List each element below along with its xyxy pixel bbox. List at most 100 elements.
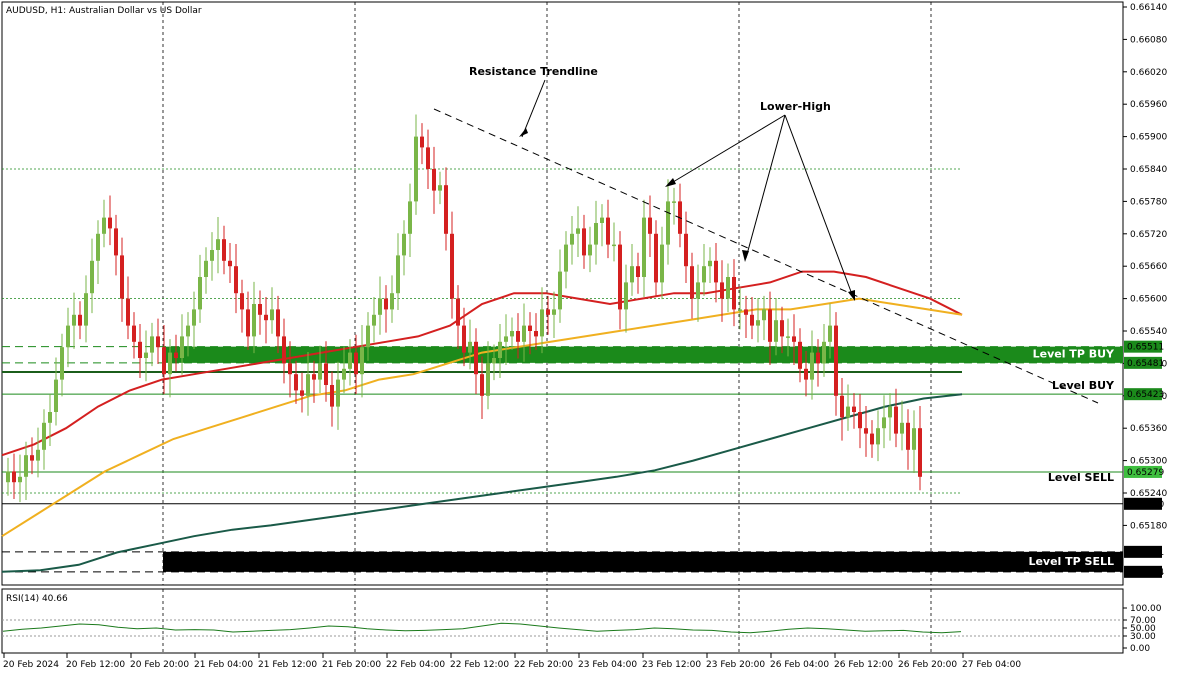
- candle-body: [396, 255, 400, 294]
- candle-body: [870, 433, 874, 445]
- y-tick-label: 0.65240: [1130, 489, 1167, 499]
- price-tag-label: 0.65511: [1127, 343, 1164, 353]
- candle-body: [498, 341, 502, 358]
- candle-body: [228, 260, 232, 267]
- candle-body: [402, 233, 406, 256]
- candle-body: [354, 352, 358, 375]
- candle-body: [72, 314, 76, 326]
- candle-body: [210, 250, 214, 261]
- arrow-head: [519, 128, 528, 137]
- candle-body: [60, 347, 64, 380]
- candle-body: [546, 309, 550, 315]
- x-tick-label: 20 Feb 12:00: [66, 660, 125, 670]
- candle-body: [120, 255, 124, 299]
- candle-body: [150, 336, 154, 353]
- x-tick-label: 21 Feb 20:00: [322, 660, 381, 670]
- candle-body: [480, 374, 484, 396]
- candle-body: [594, 223, 598, 245]
- candle-body: [906, 422, 910, 450]
- x-tick-label: 23 Feb 12:00: [642, 660, 701, 670]
- candle-body: [270, 309, 274, 321]
- candle-body: [732, 277, 736, 310]
- candle-body: [654, 233, 658, 283]
- y-tick-label: 0.65300: [1130, 457, 1167, 467]
- candle-body: [630, 266, 634, 283]
- rsi-tick-label: 0.00: [1130, 644, 1150, 654]
- candle-body: [828, 325, 832, 342]
- candle-body: [246, 309, 250, 337]
- price-tag-label: 0.65094: [1127, 568, 1164, 578]
- candle-body: [444, 185, 448, 234]
- y-tick-label: 0.65360: [1130, 424, 1167, 434]
- candle-body: [720, 282, 724, 299]
- candle-body: [522, 325, 526, 342]
- x-tick-label: 20 Feb 20:00: [130, 660, 189, 670]
- rsi-tick-label: 50.00: [1130, 624, 1156, 634]
- candle-body: [366, 325, 370, 348]
- candle-body: [624, 282, 628, 310]
- candle-body: [6, 471, 10, 483]
- candle-body: [576, 228, 580, 234]
- x-tick-label: 22 Feb 12:00: [450, 660, 509, 670]
- candle-body: [618, 244, 622, 310]
- candle-body: [636, 266, 640, 277]
- candle-body: [714, 260, 718, 283]
- candle-body: [12, 471, 16, 483]
- candle-body: [294, 374, 298, 391]
- price-tag-label: 0.65423: [1127, 390, 1164, 400]
- x-tick-label: 22 Feb 20:00: [514, 660, 573, 670]
- x-tick-label: 22 Feb 04:00: [386, 660, 445, 670]
- candle-body: [414, 136, 418, 202]
- candle-body: [834, 325, 838, 396]
- candle-body: [762, 309, 766, 321]
- tp-sell-zone: [163, 551, 1123, 572]
- ma-line: [1, 393, 963, 573]
- chart-title: AUDUSD, H1: Australian Dollar vs US Doll…: [6, 6, 202, 16]
- candle-body: [882, 417, 886, 429]
- candle-body: [144, 352, 148, 358]
- candle-body: [648, 217, 652, 234]
- candle-body: [348, 352, 352, 369]
- candle-body: [18, 476, 22, 483]
- candle-body: [66, 325, 70, 348]
- x-tick-label: 26 Feb 12:00: [834, 660, 893, 670]
- rsi-line: [2, 622, 962, 634]
- price-axis: 0.651800.652400.653000.653600.654200.654…: [1123, 3, 1167, 578]
- candle-body: [738, 309, 742, 311]
- candle-body: [240, 293, 244, 310]
- candle-body: [288, 363, 292, 375]
- candle-body: [690, 266, 694, 299]
- candle-body: [696, 282, 700, 299]
- x-tick-label: 27 Feb 04:00: [962, 660, 1021, 670]
- candle-body: [486, 363, 490, 396]
- candle-body: [570, 233, 574, 245]
- candle-body: [822, 341, 826, 364]
- x-tick-label: 20 Feb 2024: [3, 660, 59, 670]
- candle-body: [336, 379, 340, 407]
- annotation-arrow: [784, 114, 854, 298]
- candle-body: [174, 352, 178, 358]
- candle-body: [666, 201, 670, 245]
- candle-body: [30, 455, 34, 461]
- annotation-arrow: [521, 79, 546, 138]
- candle-body: [552, 309, 556, 315]
- price-tag: [1124, 565, 1162, 578]
- candle-body: [756, 320, 760, 326]
- candle-body: [468, 341, 472, 353]
- price-tag: [1124, 545, 1162, 558]
- candle-body: [708, 260, 712, 267]
- candle-body: [558, 271, 562, 310]
- candle-body: [360, 347, 364, 375]
- annotations: Resistance Trendline Lower-High: [433, 65, 1099, 404]
- x-tick-label: 23 Feb 20:00: [706, 660, 765, 670]
- candle-body: [108, 217, 112, 229]
- candle-body: [582, 228, 586, 256]
- rsi-tick-label: 30.00: [1130, 632, 1156, 642]
- candle-body: [786, 336, 790, 338]
- candle-body: [306, 374, 310, 396]
- level-label: Level TP SELL: [1028, 555, 1114, 568]
- candle-body: [114, 228, 118, 256]
- annotation-arrow: [745, 114, 786, 259]
- candle-body: [258, 304, 262, 315]
